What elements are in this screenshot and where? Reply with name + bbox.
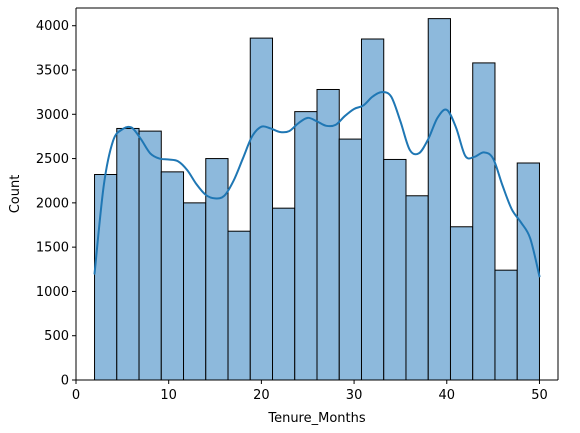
y-axis-label: Count [8,175,23,214]
y-tick-label: 500 [44,329,69,344]
kde-line [93,91,541,278]
bars-group [94,18,540,381]
histogram-bar-14 [405,195,429,381]
histogram-bar-12 [360,38,385,381]
histogram-bar-10 [316,88,340,381]
x-tick-label: 10 [160,388,177,403]
histogram-bar-15 [427,18,451,381]
histogram-bar-0 [94,174,118,381]
histogram-bar-6 [227,230,251,381]
histogram-bar-7 [249,37,274,381]
histogram-bar-11 [338,138,362,381]
histogram-bar-3 [160,171,185,381]
y-tick-label: 3500 [36,64,69,79]
y-tick-label: 3000 [36,108,69,123]
kde-group [93,91,541,278]
y-tick-label: 2500 [36,152,69,167]
histogram-bar-16 [449,226,474,381]
y-tick-label: 1500 [36,241,69,256]
histogram-bar-17 [472,62,496,381]
y-tick-label: 4000 [36,19,69,34]
x-tick-label: 30 [346,388,363,403]
histogram-bar-19 [516,162,540,381]
ticks-group: 0 10 20 30 40 5005001000150020002500300035004… [36,19,548,403]
y-tick-label: 0 [61,374,69,389]
y-tick-label: 2000 [36,196,69,211]
y-tick-label: 1000 [36,285,69,300]
histogram-bar-5 [205,158,229,381]
x-tick-label: 20 [253,388,270,403]
histogram-bar-9 [294,111,318,381]
histogram-bar-1 [116,127,140,381]
x-tick-label: 0 [72,388,80,403]
histogram-bar-8 [272,207,296,381]
x-axis-label: Tenure_Months [267,411,366,426]
x-tick-label: 50 [531,388,548,403]
x-tick-label: 40 [438,388,455,403]
histogram-bar-18 [494,269,518,381]
histogram-bar-2 [138,130,162,381]
histogram-bar-4 [183,202,207,381]
histogram-bar-13 [383,158,407,381]
